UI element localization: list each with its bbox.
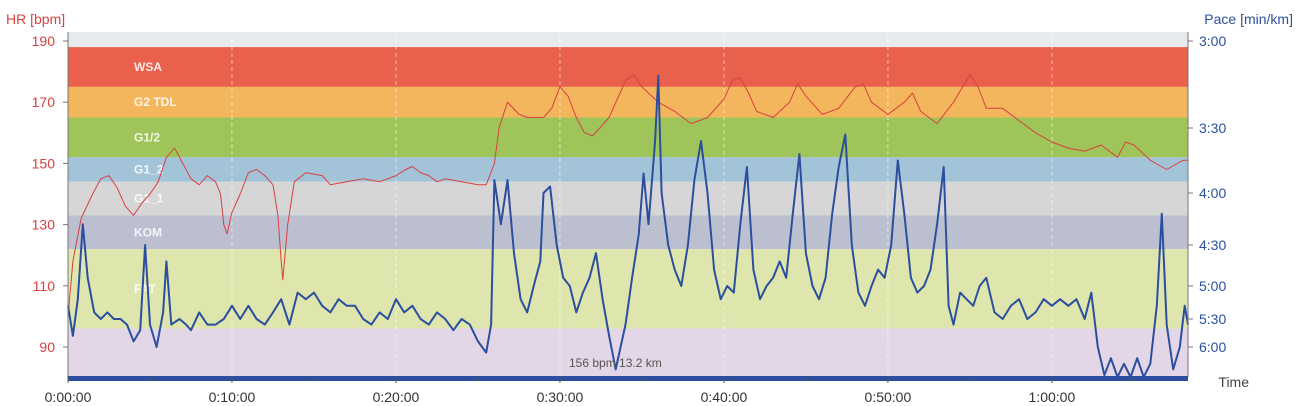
left-tick-label-5: 190 bbox=[32, 33, 56, 49]
right-tick-label-1: 3:30 bbox=[1199, 120, 1226, 136]
right-axis-title: Pace [min/km] bbox=[1204, 11, 1293, 27]
x-tick-label-0: 0:00:00 bbox=[45, 389, 92, 405]
hr-zone-band-7 bbox=[68, 328, 1188, 377]
left-tick-label-4: 170 bbox=[32, 94, 56, 110]
left-axis-title: HR [bpm] bbox=[6, 11, 65, 27]
x-tick-label-2: 0:20:00 bbox=[373, 389, 420, 405]
right-tick-label-4: 5:00 bbox=[1199, 278, 1226, 294]
x-tick-label-1: 0:10:00 bbox=[209, 389, 256, 405]
series-line-pace bbox=[67, 74, 1189, 378]
x-tick-label-6: 1:00:00 bbox=[1029, 389, 1076, 405]
right-tick-label-2: 4:00 bbox=[1199, 185, 1226, 201]
right-tick-label-3: 4:30 bbox=[1199, 237, 1226, 253]
right-tick-label-0: 3:00 bbox=[1199, 33, 1226, 49]
zone-label-6: FAT bbox=[134, 282, 156, 296]
zone-label-2: G1/2 bbox=[134, 130, 160, 144]
axes: 90 110 130 150 170 190 3:00 3:30 4:00 4:30 5:00 5:3… bbox=[32, 32, 1226, 405]
chart-annotation: 156 bpm 13.2 km bbox=[569, 356, 662, 370]
zone-labels: WSA G2 TDL G1/2 G1_2 G1_1 KOM FAT bbox=[134, 60, 177, 296]
x-tick-label-5: 0:50:00 bbox=[865, 389, 912, 405]
series bbox=[67, 74, 1189, 378]
right-tick-label-5: 5:30 bbox=[1199, 311, 1226, 327]
hr-zone-band-2 bbox=[68, 117, 1188, 158]
series-line-hr bbox=[67, 74, 1188, 317]
x-axis-bar bbox=[68, 376, 1188, 381]
zone-label-0: WSA bbox=[134, 60, 162, 74]
zone-label-5: KOM bbox=[134, 225, 162, 239]
x-axis-title: Time bbox=[1218, 374, 1249, 390]
x-tick-label-4: 0:40:00 bbox=[701, 389, 748, 405]
hr-zone-band-1 bbox=[68, 86, 1188, 118]
hr-zone-band-5 bbox=[68, 215, 1188, 250]
left-tick-label-2: 130 bbox=[32, 217, 56, 233]
zone-label-4: G1_1 bbox=[134, 192, 164, 206]
hr-zone-band-6 bbox=[68, 249, 1188, 329]
hr-zone-band-0 bbox=[68, 47, 1188, 87]
left-tick-label-0: 90 bbox=[39, 339, 55, 355]
left-tick-label-3: 150 bbox=[32, 155, 56, 171]
grid bbox=[231, 32, 1053, 377]
hr-zone-band-4 bbox=[68, 181, 1188, 216]
left-tick-label-1: 110 bbox=[33, 278, 56, 294]
x-tick-label-3: 0:30:00 bbox=[537, 389, 584, 405]
right-tick-label-6: 6:00 bbox=[1199, 339, 1226, 355]
zone-label-3: G1_2 bbox=[134, 163, 164, 177]
zone-label-1: G2 TDL bbox=[134, 95, 177, 109]
hr-zone-band-3 bbox=[68, 157, 1188, 182]
